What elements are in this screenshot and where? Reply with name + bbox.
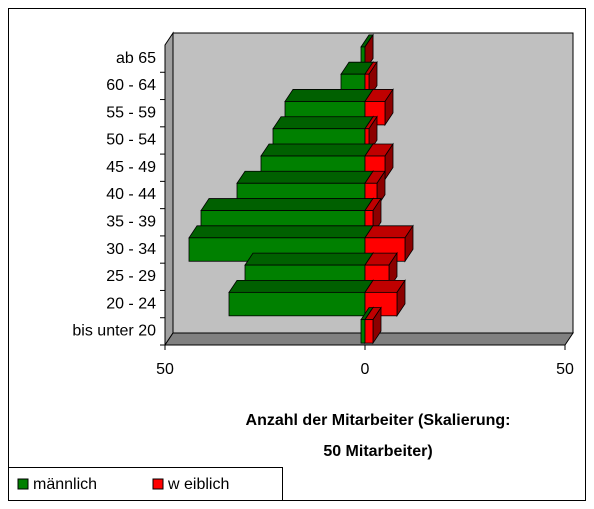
bar-top [228, 279, 374, 293]
x-axis-title: Anzahl der Mitarbeiter (Skalierung: [246, 412, 511, 429]
y-tick-label: 20 - 24 [106, 295, 156, 312]
legend [8, 467, 283, 501]
x-tick-label: 0 [361, 361, 370, 378]
bar-top [244, 252, 374, 266]
x-axis-title: 50 Mitarbeiter) [323, 443, 432, 460]
bar-top [236, 170, 374, 184]
x-tick-label: 50 [156, 361, 174, 378]
legend-swatch [152, 478, 164, 490]
y-tick-label: 40 - 44 [106, 186, 156, 203]
legend-label: w eiblich [167, 476, 229, 493]
y-tick-label: 30 - 34 [106, 241, 156, 258]
bar-top [200, 198, 374, 211]
y-tick-label: ab 65 [116, 50, 156, 67]
x-tick-label: 50 [556, 361, 574, 378]
y-tick-label: 60 - 64 [106, 77, 156, 94]
bar-top [284, 89, 374, 102]
bar-top [188, 225, 374, 239]
legend-swatch [17, 478, 29, 490]
side-wall [164, 31, 174, 347]
y-tick-label: 45 - 49 [106, 159, 156, 176]
y-tick-label: bis unter 20 [72, 323, 156, 340]
y-tick-label: 35 - 39 [106, 213, 156, 230]
bar-top [260, 143, 374, 157]
legend-label: männlich [33, 476, 97, 493]
y-tick-label: 55 - 59 [106, 104, 156, 121]
bar [360, 319, 366, 344]
bar [364, 319, 374, 344]
y-tick-label: 50 - 54 [106, 132, 156, 149]
bar [228, 291, 366, 317]
bar-top [272, 116, 374, 130]
y-tick-label: 25 - 29 [106, 268, 156, 285]
